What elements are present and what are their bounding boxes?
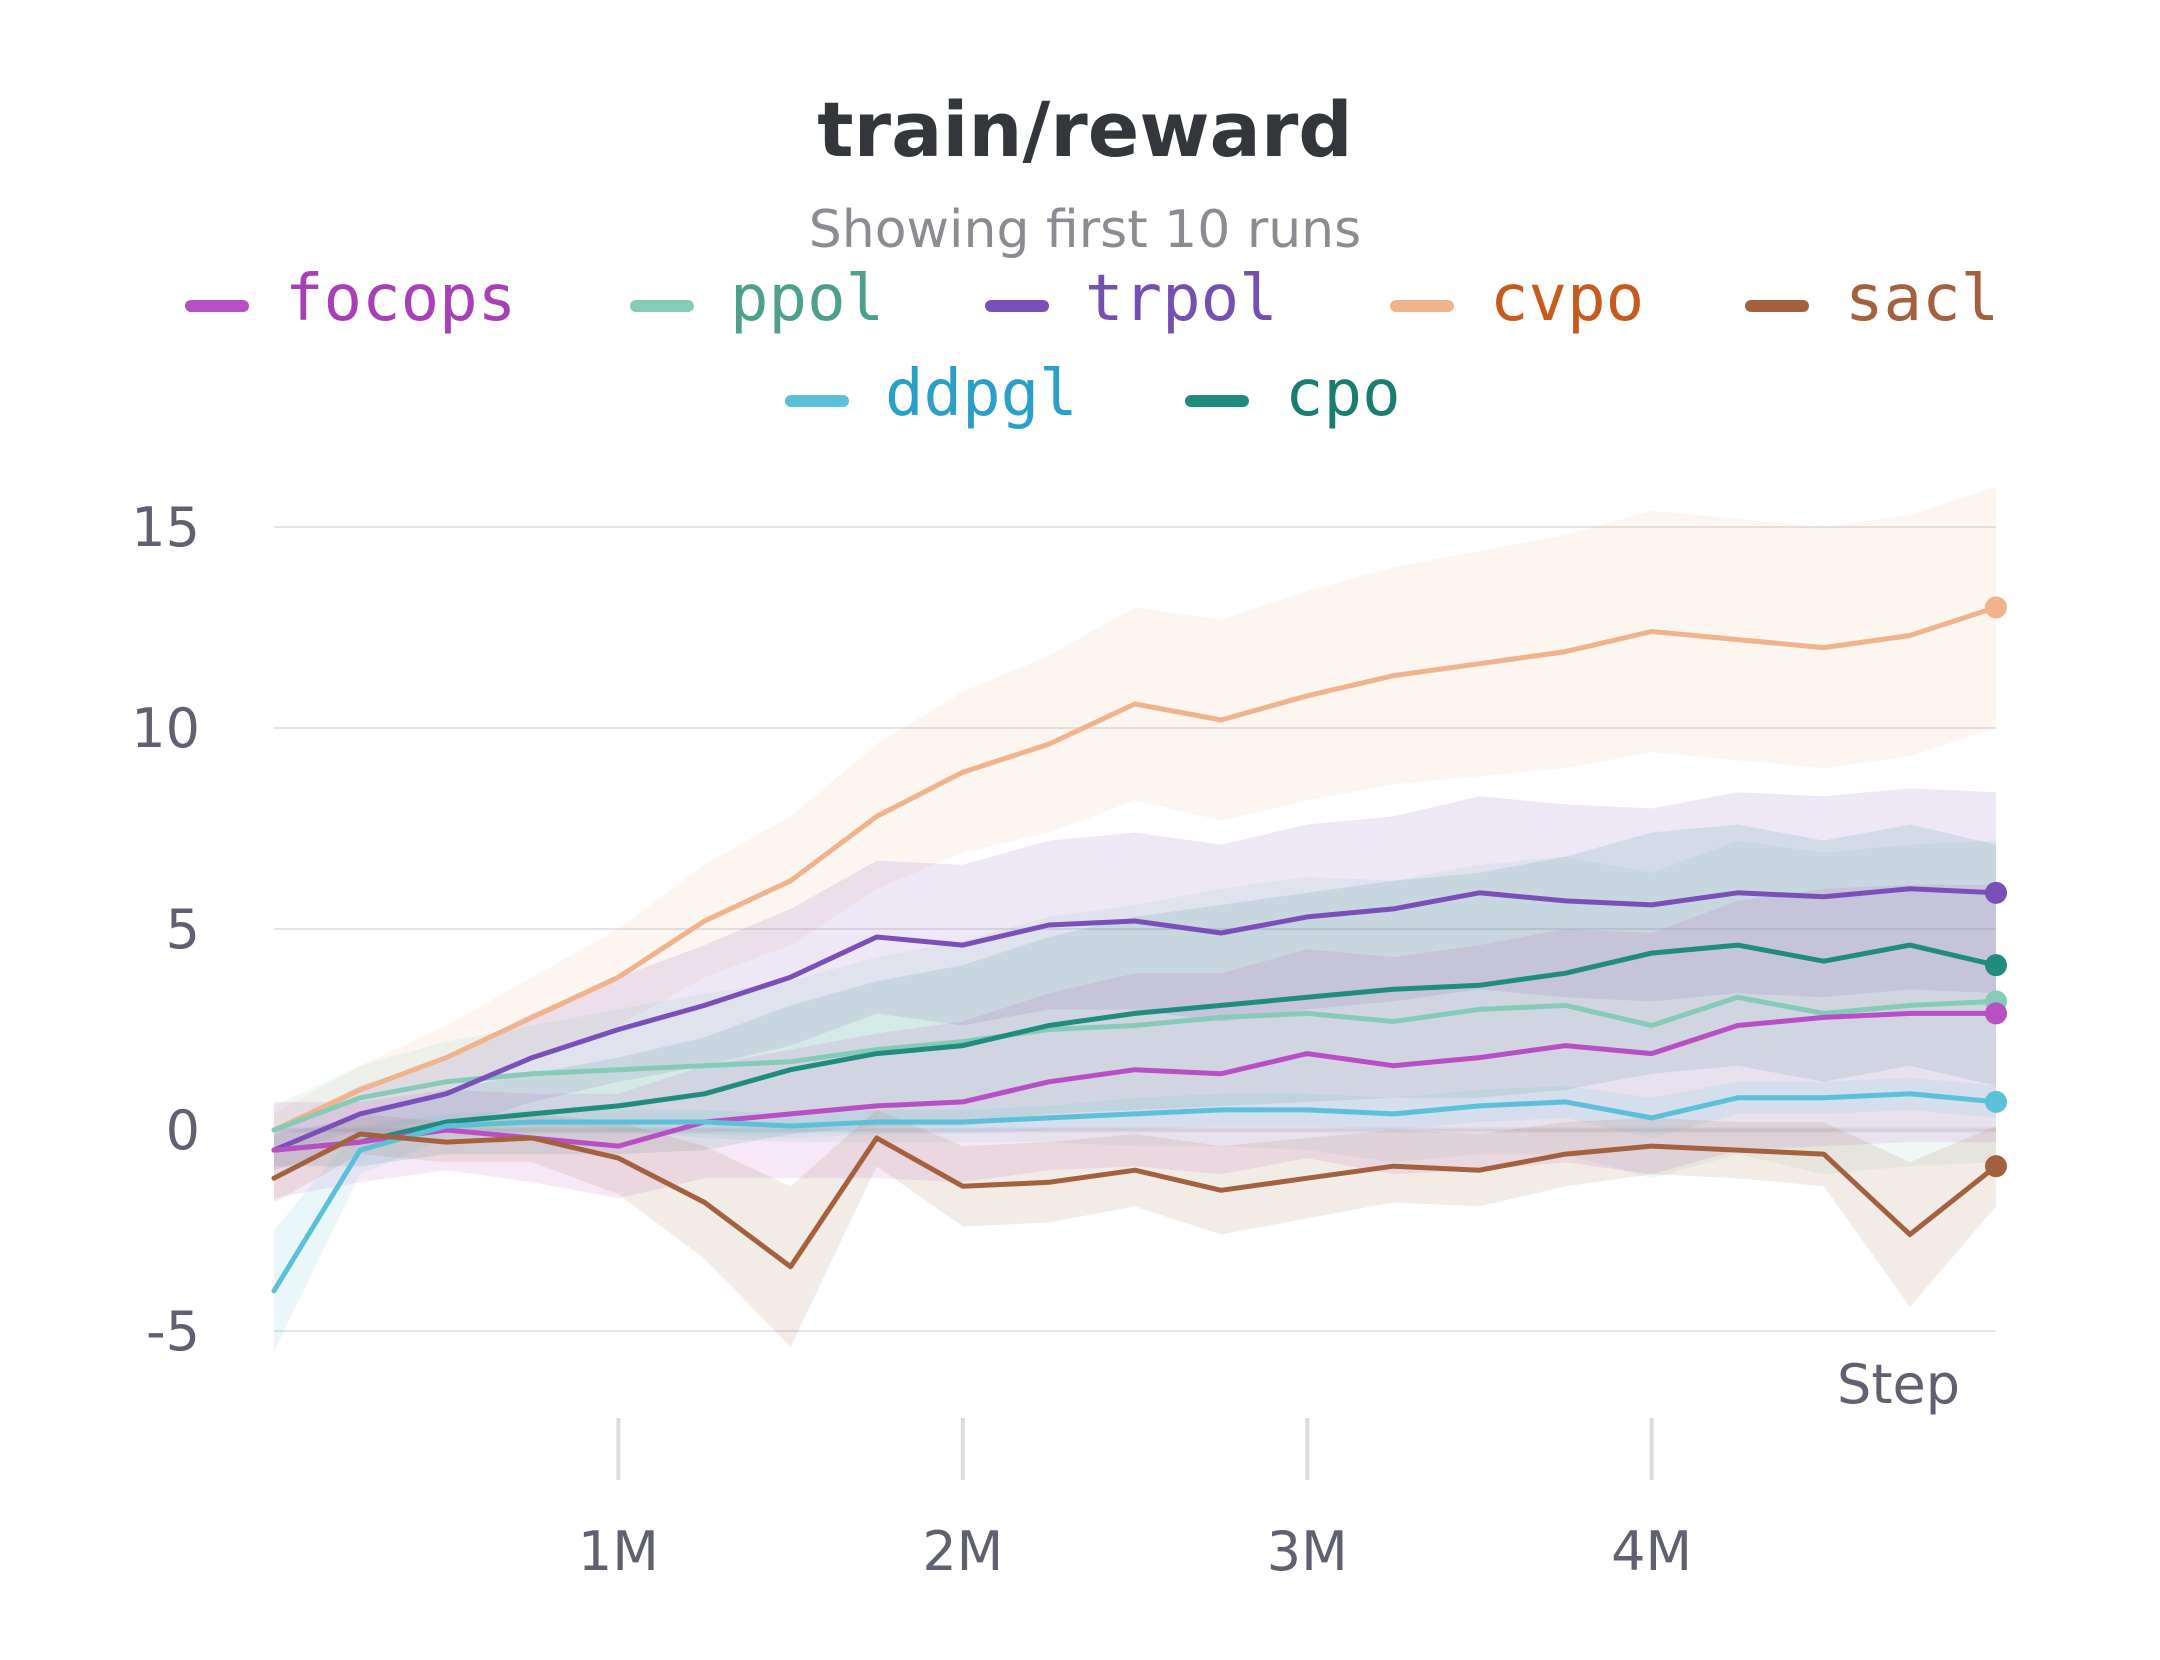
line-ppol	[271, 994, 1999, 1133]
legend-label-trpol: trpol	[1085, 262, 1278, 336]
line-trpol	[271, 886, 1999, 1153]
legend-swatch-ppol	[630, 300, 694, 312]
legend-label-ddpgl: ddpgl	[885, 357, 1078, 431]
line-focops	[271, 1010, 1999, 1153]
legend-label-cpo: cpo	[1285, 357, 1401, 431]
legend-swatch-ddpgl	[785, 395, 849, 407]
series-lines	[271, 604, 1999, 1294]
legend-swatch-sacl	[1745, 300, 1809, 312]
grid	[274, 526, 1996, 1332]
legend-swatch-cpo	[1185, 395, 1249, 407]
endpoint-cpo	[1985, 954, 2007, 977]
x-tick-label: 3M	[1267, 1520, 1348, 1583]
y-tick-label: 10	[131, 697, 200, 760]
band-cpo	[274, 824, 1996, 1167]
y-tick-label: 0	[166, 1099, 200, 1162]
legend-label-sacl: sacl	[1845, 262, 1999, 336]
line-ddpgl	[271, 1091, 1999, 1294]
y-axis: 15 10 5 0 -5	[131, 496, 200, 1363]
endpoint-cvpo	[1985, 596, 2007, 619]
x-tick-label: 2M	[922, 1520, 1003, 1583]
x-axis-label: Step	[1837, 1353, 1960, 1416]
y-tick-label: 15	[131, 496, 200, 559]
legend-label-focops: focops	[285, 262, 516, 336]
legend-label-cvpo: cvpo	[1490, 262, 1644, 336]
chart-subtitle: Showing first 10 runs	[809, 200, 1361, 260]
endpoint-trpol	[1985, 881, 2007, 904]
legend-swatch-focops	[185, 300, 249, 312]
endpoint-sacl	[1985, 1155, 2007, 1178]
chart-title: train/reward	[817, 85, 1352, 174]
y-tick-label: 5	[166, 898, 200, 961]
y-tick-label: -5	[146, 1300, 200, 1363]
legend-swatch-trpol	[985, 300, 1049, 312]
legend-label-ppol: ppol	[730, 262, 884, 336]
line-sacl	[271, 1131, 1999, 1270]
band-ddpgl	[274, 1077, 1996, 1352]
band-trpol	[274, 788, 1996, 1171]
endpoint-focops	[1985, 1002, 2007, 1025]
x-tick-label: 1M	[578, 1520, 659, 1583]
x-tick-label: 4M	[1611, 1520, 1692, 1583]
band-sacl	[274, 1109, 1996, 1348]
series-endpoints	[1985, 596, 2007, 1178]
line-cvpo	[271, 604, 1999, 1133]
legend-swatch-cvpo	[1390, 300, 1454, 312]
legend: focops ppol trpol cvpo sacl ddpgl cpo	[185, 262, 1999, 431]
x-axis: 1M 2M 3M 4M	[578, 1418, 1692, 1583]
endpoint-ddpgl	[1985, 1090, 2007, 1113]
line-cpo	[271, 942, 1999, 1153]
